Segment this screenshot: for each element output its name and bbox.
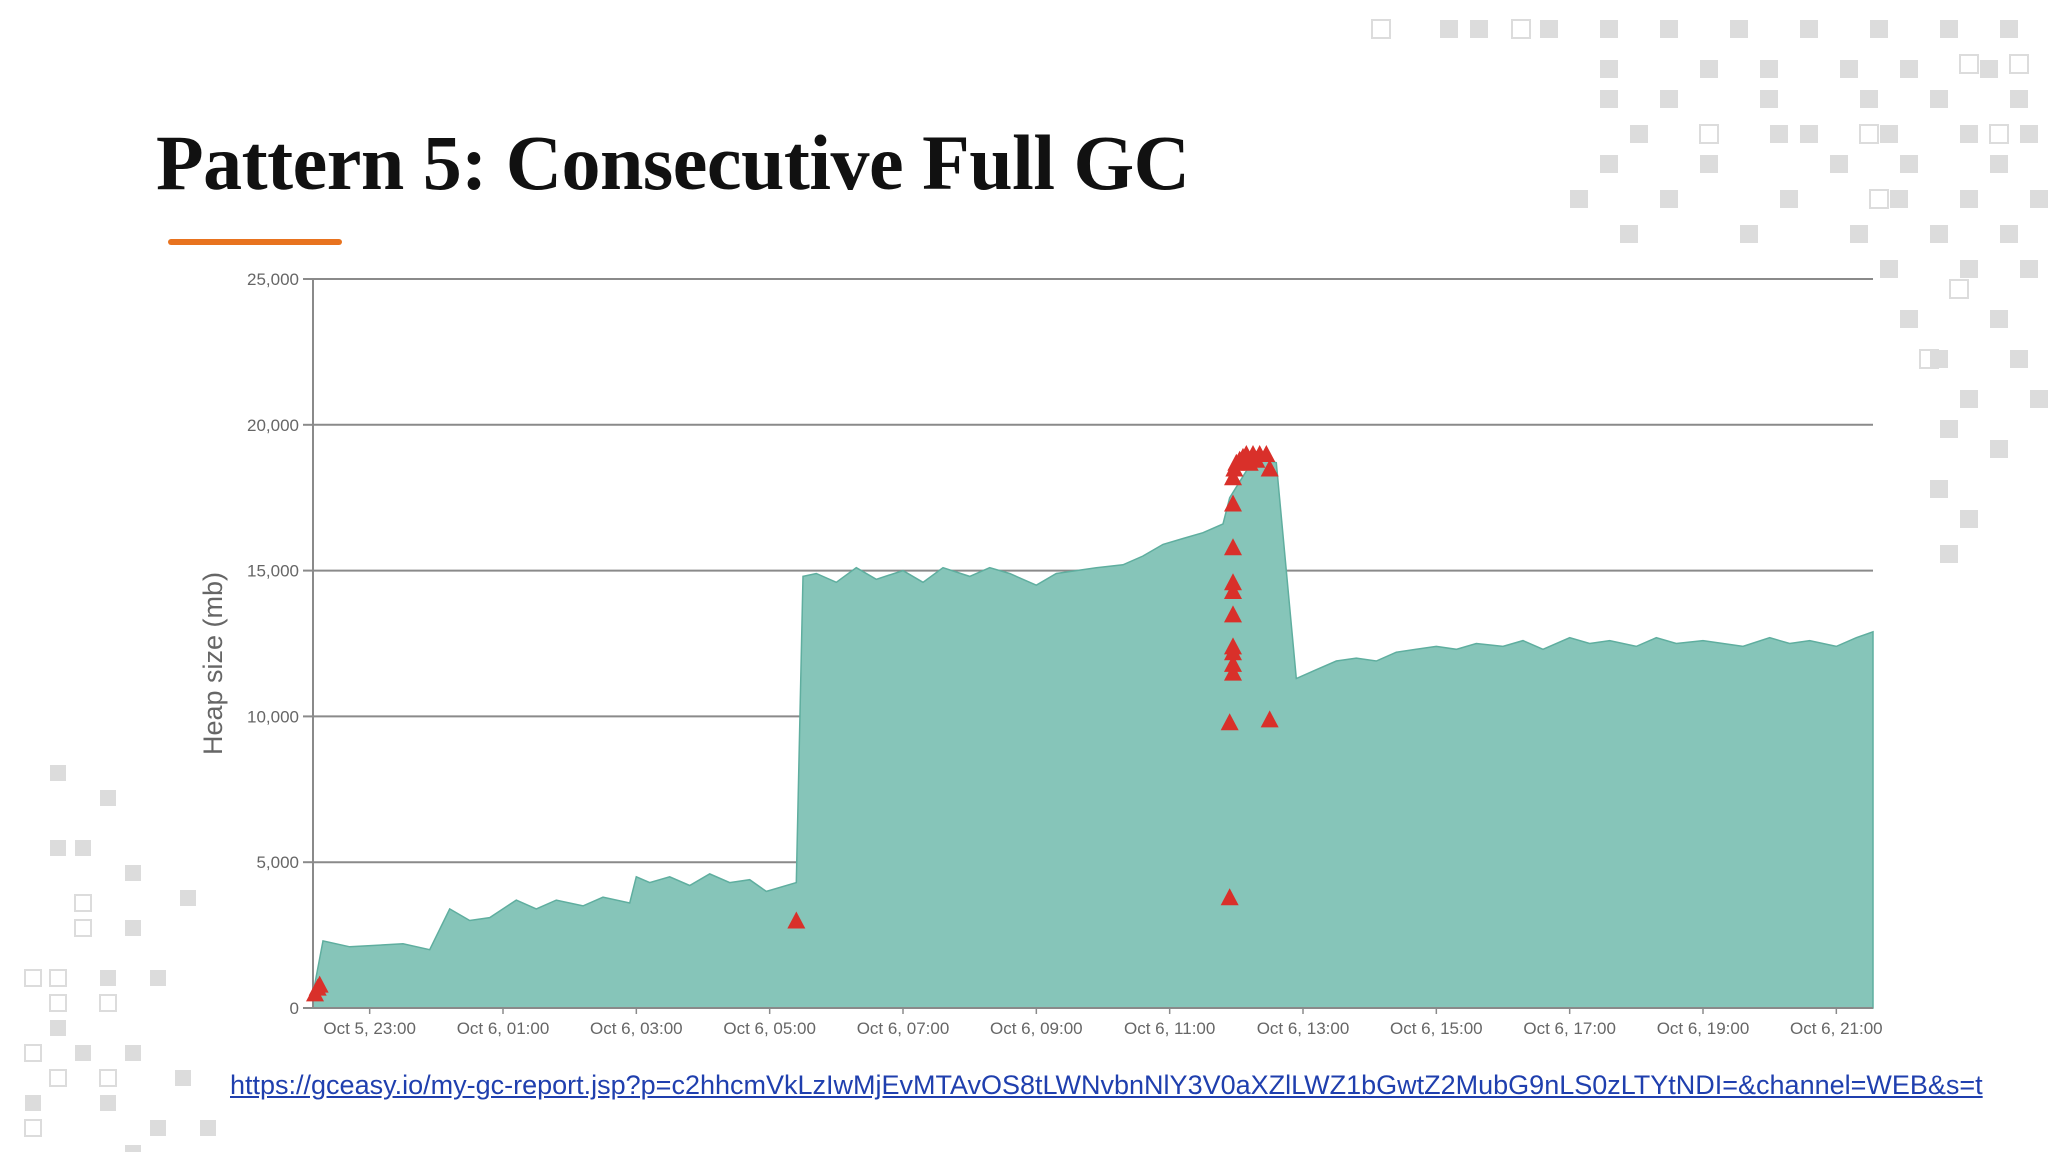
y-tick-label: 0	[290, 999, 299, 1018]
full-gc-marker	[1220, 713, 1239, 731]
x-tick-label: Oct 6, 09:00	[990, 1019, 1083, 1038]
full-gc-marker	[1224, 605, 1242, 623]
y-tick-label: 10,000	[247, 707, 299, 726]
y-tick-label: 25,000	[247, 270, 299, 289]
full-gc-marker	[1257, 444, 1276, 462]
x-tick-label: Oct 6, 05:00	[723, 1019, 816, 1038]
full-gc-marker	[1224, 538, 1242, 556]
full-gc-marker	[310, 975, 329, 993]
y-tick-label: 5,000	[256, 853, 299, 872]
x-tick-label: Oct 5, 23:00	[323, 1019, 416, 1038]
full-gc-marker	[1260, 710, 1279, 728]
x-tick-label: Oct 6, 11:00	[1124, 1019, 1215, 1038]
x-tick-label: Oct 6, 13:00	[1257, 1019, 1350, 1038]
x-tick-label: Oct 6, 19:00	[1657, 1019, 1750, 1038]
full-gc-marker	[1220, 888, 1239, 906]
x-tick-label: Oct 6, 03:00	[590, 1019, 683, 1038]
x-tick-label: Oct 6, 01:00	[457, 1019, 550, 1038]
full-gc-marker	[1224, 494, 1242, 512]
y-tick-label: 15,000	[247, 562, 299, 581]
x-tick-label: Oct 6, 15:00	[1390, 1019, 1483, 1038]
full-gc-marker	[1224, 654, 1242, 672]
y-axis-label: Heap size (mb)	[198, 572, 228, 755]
full-gc-marker	[1224, 468, 1242, 486]
full-gc-marker	[1224, 663, 1242, 681]
source-report-link[interactable]: https://gceasy.io/my-gc-report.jsp?p=c2h…	[230, 1070, 1983, 1100]
full-gc-marker	[1260, 459, 1279, 477]
x-tick-label: Oct 6, 21:00	[1790, 1019, 1883, 1038]
heap-area-series	[312, 456, 1874, 1009]
full-gc-marker	[787, 911, 806, 929]
full-gc-marker	[1224, 573, 1242, 591]
x-tick-label: Oct 6, 07:00	[857, 1019, 950, 1038]
full-gc-marker	[1224, 637, 1242, 655]
title-underline	[168, 239, 342, 245]
slide-title: Pattern 5: Consecutive Full GC	[156, 119, 1190, 206]
x-tick-label: Oct 6, 17:00	[1523, 1019, 1616, 1038]
y-tick-label: 20,000	[247, 416, 299, 435]
full-gc-marker	[1224, 582, 1242, 600]
heap-size-chart: 0 5,000 10,000 15,000 20,000 25,000 Oct 5, 23:…	[198, 270, 1883, 1038]
